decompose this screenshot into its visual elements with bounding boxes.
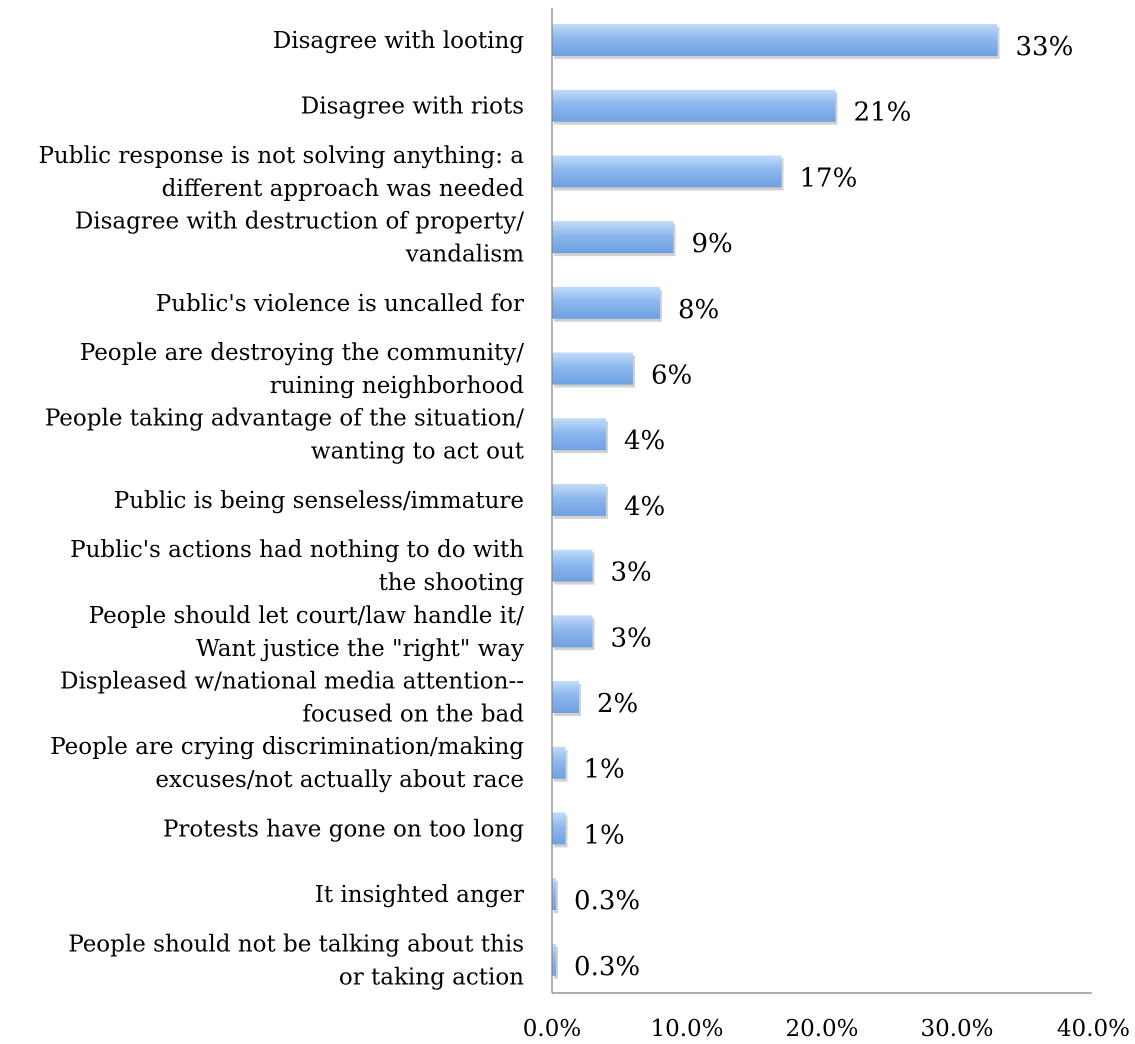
category-label: Disagree with riots [301, 94, 524, 120]
data-label: 0.3% [574, 886, 640, 916]
data-label: 6% [651, 361, 692, 391]
value-labels: 33% 21% 17% 9% 8% 6% 4% 4% 3% 3% 2% 1% 1% 0.3% 0.3% [574, 32, 1073, 982]
bar [552, 221, 674, 254]
bar [552, 943, 557, 976]
bar [552, 418, 606, 451]
category-label: People should not be talking about this o… [68, 931, 524, 990]
data-label: 3% [611, 623, 652, 653]
data-label: 9% [692, 229, 733, 259]
bar [552, 615, 593, 648]
bar [552, 286, 660, 319]
data-label: 2% [597, 689, 638, 719]
data-label: 0.3% [574, 952, 640, 982]
bar [552, 812, 566, 845]
category-label: Public is being senseless/immature [114, 488, 524, 514]
data-label: 1% [584, 820, 625, 850]
bar [552, 878, 557, 911]
category-label: Disagree with looting [273, 28, 524, 54]
bars-group [552, 24, 1000, 979]
data-label: 4% [624, 492, 665, 522]
data-label: 1% [584, 755, 625, 785]
category-label: Displeased w/national media attention--f… [60, 669, 524, 728]
data-label: 4% [624, 426, 665, 456]
category-label: Protests have gone on too long [163, 816, 524, 842]
data-label: 21% [854, 98, 912, 128]
x-tick-label: 40.0% [1057, 1016, 1130, 1042]
data-label: 17% [800, 163, 858, 193]
category-label: People are crying discrimination/making e… [50, 734, 524, 793]
category-label: People should let court/law handle it/Wa… [89, 603, 525, 662]
bar [552, 89, 836, 122]
x-tick-label: 20.0% [785, 1016, 858, 1042]
x-tick-label: 10.0% [650, 1016, 723, 1042]
category-label: It insighted anger [315, 882, 524, 908]
x-tick-label: 30.0% [920, 1016, 993, 1042]
category-label: Disagree with destruction of property/va… [75, 209, 524, 268]
bar [552, 549, 593, 582]
category-labels: Disagree with looting Disagree with riots… [38, 28, 524, 990]
category-label: People taking advantage of the situation… [45, 406, 525, 465]
data-label: 8% [678, 295, 719, 325]
bar [552, 681, 579, 713]
bar [552, 352, 633, 385]
category-label: People are destroying the community/ruin… [80, 340, 525, 399]
category-label: Public's actions had nothing to do with t… [70, 537, 524, 596]
bar [552, 24, 998, 56]
x-tick-label: 0.0% [523, 1016, 581, 1042]
bar [552, 746, 566, 779]
category-label: Public response is not solving anything:… [38, 143, 524, 202]
data-label: 3% [611, 558, 652, 588]
category-label: Public's violence is uncalled for [156, 291, 524, 317]
x-axis-ticks: 0.0% 10.0% 20.0% 30.0% 40.0% [523, 1016, 1130, 1042]
data-label: 33% [1016, 32, 1074, 62]
bar [552, 483, 606, 516]
bar [552, 155, 782, 188]
